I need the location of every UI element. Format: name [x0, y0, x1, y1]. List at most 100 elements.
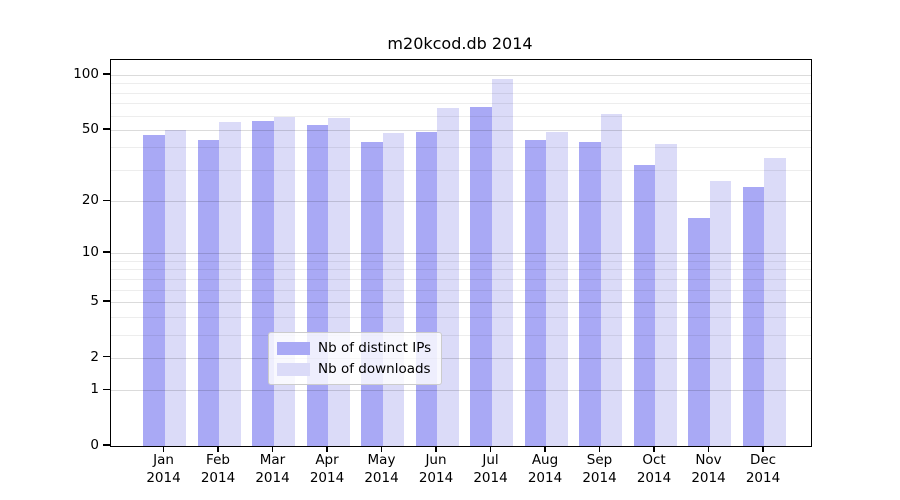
y-tick-label-100: 100 — [73, 66, 99, 82]
x-tick-year: 2014 — [636, 470, 672, 486]
x-tick-year: 2014 — [255, 470, 290, 486]
x-tick-month: Apr — [315, 452, 339, 468]
gridline-minor-70 — [111, 103, 811, 105]
x-tick-year: 2014 — [582, 470, 617, 486]
x-tick-month: Sep — [586, 452, 613, 468]
legend-row-distinct-ips: Nb of distinct IPs — [277, 340, 431, 356]
x-tick-year: 2014 — [473, 470, 508, 486]
x-tick-month: Mar — [259, 452, 286, 468]
bar-dec-downloads — [764, 157, 786, 446]
gridline-minor-80 — [111, 92, 811, 94]
bar-aug-distinct-ips — [524, 140, 546, 446]
chart-legend: Nb of distinct IPs Nb of downloads — [268, 332, 443, 385]
bar-mar-distinct-ips — [252, 121, 274, 446]
x-tick-mark-feb — [217, 446, 219, 452]
y-tick-label-2: 2 — [90, 348, 99, 365]
x-tick-label-apr: Apr 2014 — [295, 451, 359, 487]
x-tick-mark-may — [380, 446, 383, 452]
x-tick-mark-oct — [653, 446, 655, 452]
bar-sep-downloads — [600, 114, 622, 446]
bar-sep-distinct-ips — [579, 141, 601, 446]
y-tick-mark-100 — [103, 73, 110, 75]
x-tick-month: Feb — [206, 452, 230, 468]
x-tick-mark-dec — [762, 446, 764, 452]
x-tick-mark-mar — [271, 446, 274, 452]
x-tick-month: Nov — [695, 452, 722, 468]
x-tick-year: 2014 — [691, 470, 726, 486]
legend-row-downloads: Nb of downloads — [277, 361, 431, 377]
x-tick-year: 2014 — [364, 470, 399, 486]
legend-swatch-downloads — [277, 362, 310, 376]
x-tick-mark-sep — [598, 446, 601, 452]
bar-apr-downloads — [328, 118, 350, 446]
bar-mar-downloads — [273, 116, 295, 446]
bar-may-distinct-ips — [361, 141, 383, 446]
bar-jan-distinct-ips — [143, 134, 165, 446]
x-tick-year: 2014 — [418, 470, 454, 486]
x-tick-year: 2014 — [200, 470, 236, 486]
x-tick-label-dec: Dec 2014 — [731, 451, 795, 487]
x-tick-label-nov: Nov 2014 — [677, 451, 741, 487]
y-tick-mark-20 — [103, 199, 110, 201]
bar-jun-downloads — [437, 108, 459, 446]
x-tick-month: Oct — [642, 452, 666, 468]
y-tick-label-5: 5 — [90, 292, 99, 309]
x-tick-label-jan: Jan 2014 — [132, 451, 196, 487]
x-tick-month: Aug — [531, 452, 559, 468]
y-tick-label-1: 1 — [90, 381, 99, 398]
y-tick-mark-50 — [103, 128, 110, 130]
x-tick-year: 2014 — [309, 470, 345, 486]
bar-oct-distinct-ips — [633, 164, 655, 446]
gridline-minor-60 — [111, 115, 811, 117]
y-tick-mark-10 — [103, 251, 110, 253]
bar-oct-downloads — [655, 143, 677, 446]
x-tick-label-oct: Oct 2014 — [622, 451, 686, 487]
x-tick-mark-apr — [326, 446, 328, 452]
bar-apr-distinct-ips — [306, 125, 328, 446]
gridline-minor-90 — [111, 83, 811, 85]
x-tick-month: Jun — [425, 452, 447, 468]
bar-dec-distinct-ips — [742, 187, 764, 446]
x-tick-mark-jun — [435, 446, 437, 452]
x-tick-year: 2014 — [146, 470, 181, 486]
bar-feb-distinct-ips — [197, 140, 219, 446]
bar-aug-downloads — [546, 131, 568, 446]
x-tick-mark-nov — [707, 446, 710, 452]
legend-label-downloads: Nb of downloads — [318, 361, 431, 377]
y-tick-mark-2 — [103, 355, 110, 358]
x-tick-label-mar: Mar 2014 — [241, 451, 305, 487]
x-tick-month: Jul — [482, 452, 499, 468]
x-tick-label-aug: Aug 2014 — [513, 451, 577, 487]
x-tick-year: 2014 — [527, 470, 563, 486]
bar-jul-distinct-ips — [470, 106, 492, 446]
x-tick-month: May — [367, 452, 396, 468]
gridline-major-50 — [111, 129, 811, 131]
x-tick-mark-aug — [544, 446, 546, 452]
x-tick-label-jul: Jul 2014 — [459, 451, 523, 487]
bar-feb-downloads — [219, 122, 241, 446]
x-tick-year: 2014 — [745, 470, 781, 486]
x-tick-month: Jan — [153, 452, 174, 468]
y-tick-mark-0 — [103, 444, 110, 446]
y-tick-mark-5 — [103, 300, 110, 302]
x-tick-mark-jul — [489, 446, 492, 452]
bar-may-downloads — [382, 133, 404, 446]
y-tick-label-0: 0 — [90, 437, 99, 453]
x-tick-month: Dec — [749, 452, 777, 468]
legend-swatch-distinct-ips — [277, 341, 310, 355]
bar-jun-distinct-ips — [415, 131, 437, 446]
plot-area — [110, 59, 812, 447]
gridline-major-100 — [111, 75, 811, 76]
bar-jan-downloads — [164, 129, 186, 446]
x-tick-label-jun: Jun 2014 — [404, 451, 468, 487]
bar-nov-downloads — [709, 181, 731, 446]
chart-title: m20kcod.db 2014 — [387, 34, 533, 53]
x-tick-mark-jan — [162, 446, 165, 452]
bar-jul-downloads — [491, 79, 513, 446]
bar-nov-distinct-ips — [688, 218, 710, 446]
x-tick-label-sep: Sep 2014 — [568, 451, 632, 487]
y-tick-label-50: 50 — [81, 120, 99, 137]
y-tick-label-20: 20 — [81, 192, 99, 209]
x-tick-label-feb: Feb 2014 — [186, 451, 250, 487]
